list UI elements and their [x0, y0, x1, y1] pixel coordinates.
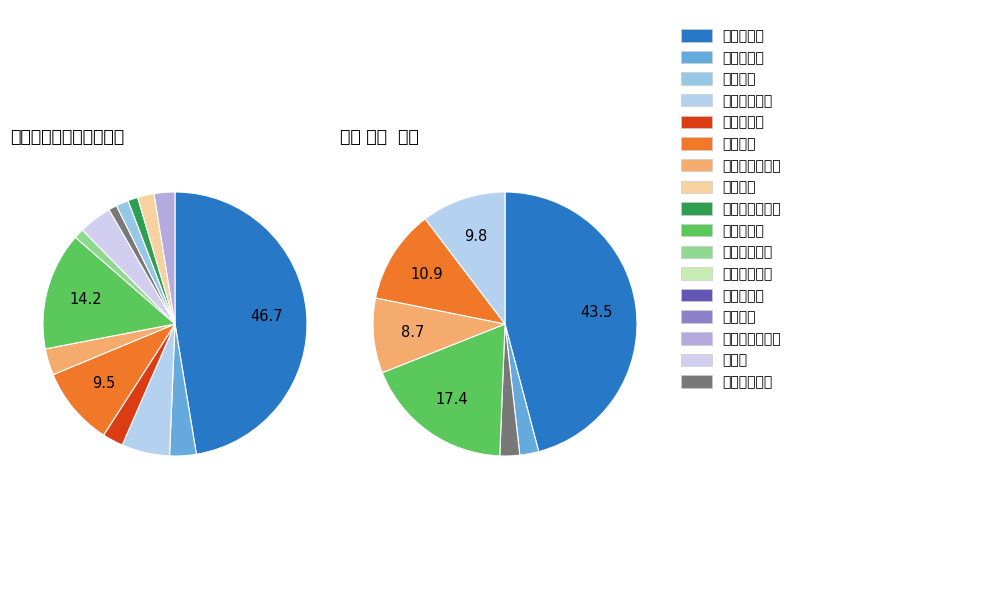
Wedge shape	[128, 197, 175, 324]
Wedge shape	[138, 194, 175, 324]
Wedge shape	[82, 209, 175, 324]
Wedge shape	[43, 238, 175, 349]
Wedge shape	[170, 324, 196, 456]
Text: 8.7: 8.7	[401, 325, 425, 340]
Text: パ・リーグ全プレイヤー: パ・リーグ全プレイヤー	[10, 128, 124, 146]
Wedge shape	[109, 206, 175, 324]
Text: 17.4: 17.4	[435, 392, 468, 407]
Wedge shape	[175, 192, 307, 454]
Wedge shape	[75, 230, 175, 324]
Legend: ストレート, ツーシーム, シュート, カットボール, スプリット, フォーク, チェンジアップ, シンカー, 高速スライダー, スライダー, 縦スライダー, : ストレート, ツーシーム, シュート, カットボール, スプリット, フォーク,…	[677, 25, 786, 394]
Wedge shape	[373, 298, 505, 373]
Text: 14.2: 14.2	[69, 292, 102, 307]
Text: 43.5: 43.5	[580, 305, 613, 320]
Wedge shape	[53, 324, 175, 435]
Text: 茶谷 健太  選手: 茶谷 健太 選手	[340, 128, 419, 146]
Wedge shape	[122, 324, 175, 456]
Text: 9.5: 9.5	[93, 376, 116, 391]
Wedge shape	[382, 324, 505, 456]
Text: 9.8: 9.8	[464, 229, 487, 244]
Wedge shape	[505, 324, 539, 455]
Wedge shape	[104, 324, 175, 445]
Wedge shape	[45, 324, 175, 374]
Wedge shape	[505, 192, 637, 452]
Wedge shape	[500, 324, 520, 456]
Wedge shape	[154, 192, 175, 324]
Wedge shape	[116, 200, 175, 324]
Wedge shape	[425, 192, 505, 324]
Text: 10.9: 10.9	[410, 268, 443, 283]
Text: 46.7: 46.7	[251, 309, 283, 324]
Wedge shape	[376, 219, 505, 324]
